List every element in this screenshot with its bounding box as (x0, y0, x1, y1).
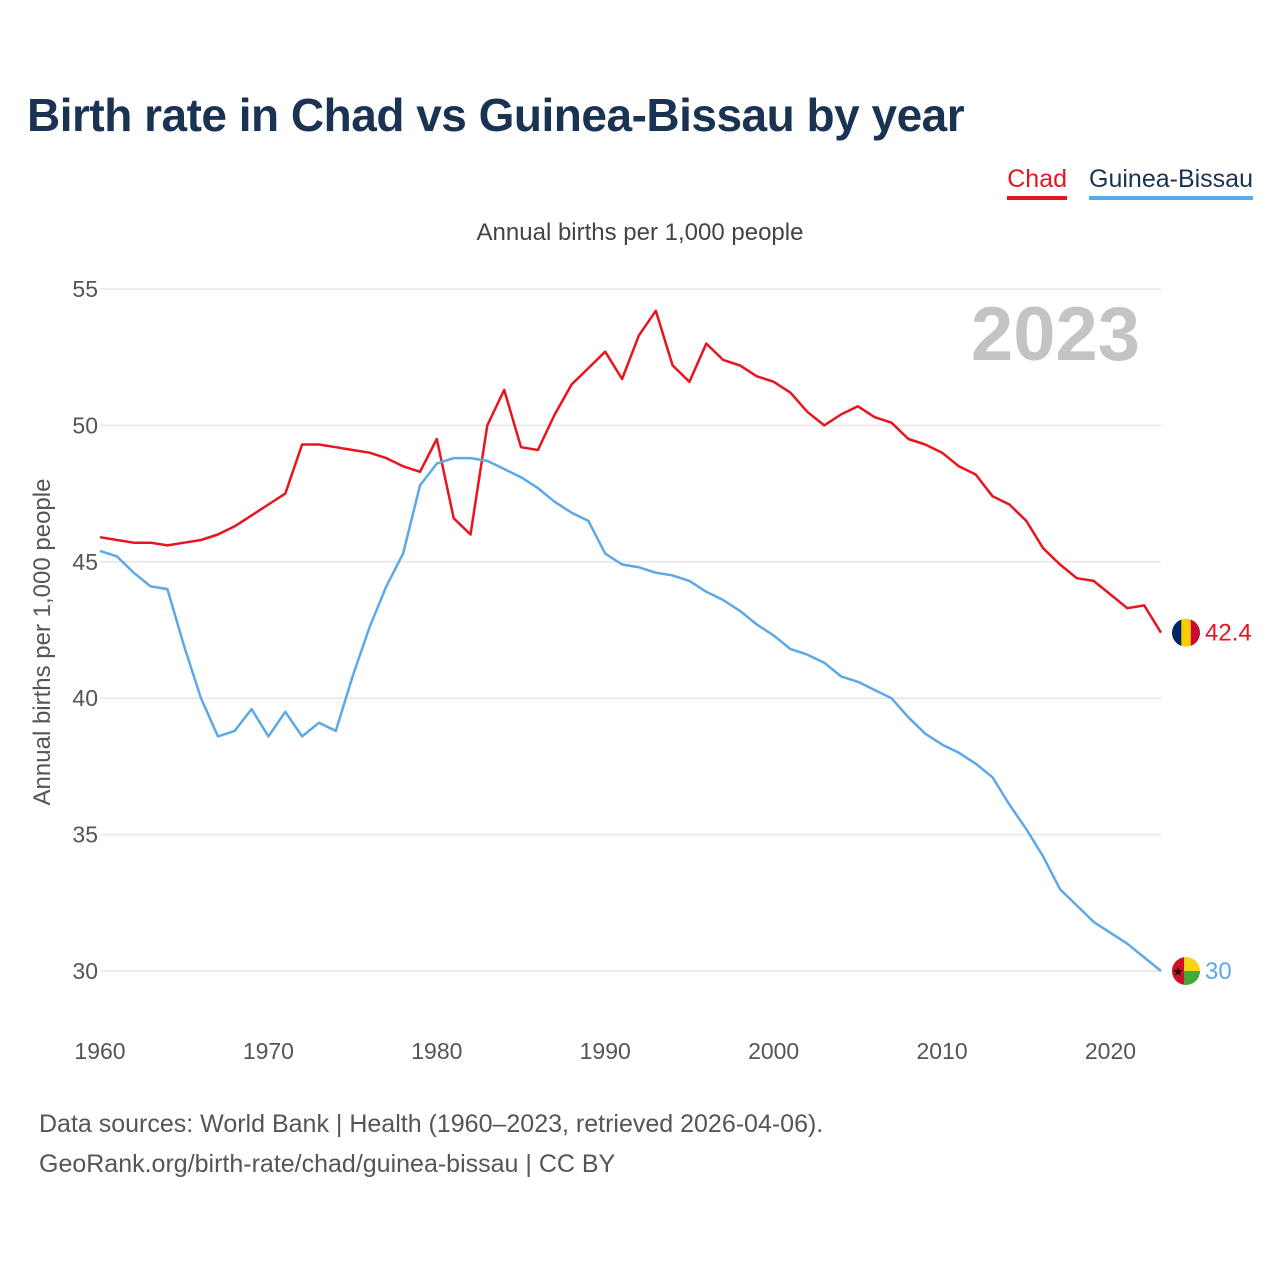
y-tick-label: 50 (72, 412, 98, 438)
end-label-guinea-bissau: 30 (1205, 958, 1232, 985)
x-tick-label: 2000 (748, 1038, 799, 1064)
y-tick-label: 45 (72, 549, 98, 575)
data-source-text: Data sources: World Bank | Health (1960–… (39, 1110, 824, 1138)
source-link[interactable]: GeoRank.org/birth-rate/chad/guinea-bissa… (39, 1150, 616, 1178)
series-line-guinea-bissau[interactable] (99, 456, 1162, 972)
y-tick-label: 40 (72, 685, 98, 711)
legend-item-guinea-bissau[interactable]: Guinea-Bissau (1089, 165, 1253, 200)
x-tick-label: 2010 (916, 1038, 967, 1064)
x-tick-label: 1970 (243, 1038, 294, 1064)
series-lines (99, 309, 1163, 972)
chart-subtitle: Annual births per 1,000 people (477, 219, 804, 246)
x-tick-label: 2020 (1085, 1038, 1136, 1064)
y-tick-label: 55 (72, 276, 98, 302)
x-tick-label: 1980 (411, 1038, 462, 1064)
legend-item-chad[interactable]: Chad (1007, 165, 1068, 200)
y-tick-label: 30 (72, 958, 98, 984)
grid: 30 35 40 45 50 55 (72, 276, 1161, 984)
flag-chad-icon (1172, 618, 1200, 647)
series-line-chad[interactable] (99, 309, 1163, 634)
flag-guinea-bissau-icon (1172, 957, 1200, 985)
end-label-chad: 42.4 (1205, 620, 1252, 647)
end-markers: 42.4 30 (1172, 618, 1252, 985)
chart-title: Birth rate in Chad vs Guinea-Bissau by y… (27, 89, 965, 141)
y-axis-label: Annual births per 1,000 people (29, 479, 56, 806)
x-axis: 1960 1970 1980 1990 2000 2010 2020 (74, 1038, 1136, 1064)
x-tick-label: 1990 (580, 1038, 631, 1064)
legend: Chad Guinea-Bissau (1007, 165, 1253, 200)
y-tick-label: 35 (72, 822, 98, 848)
x-tick-label: 1960 (74, 1038, 125, 1064)
footer: Data sources: World Bank | Health (1960–… (39, 1104, 823, 1184)
year-watermark: 2023 (971, 292, 1140, 377)
